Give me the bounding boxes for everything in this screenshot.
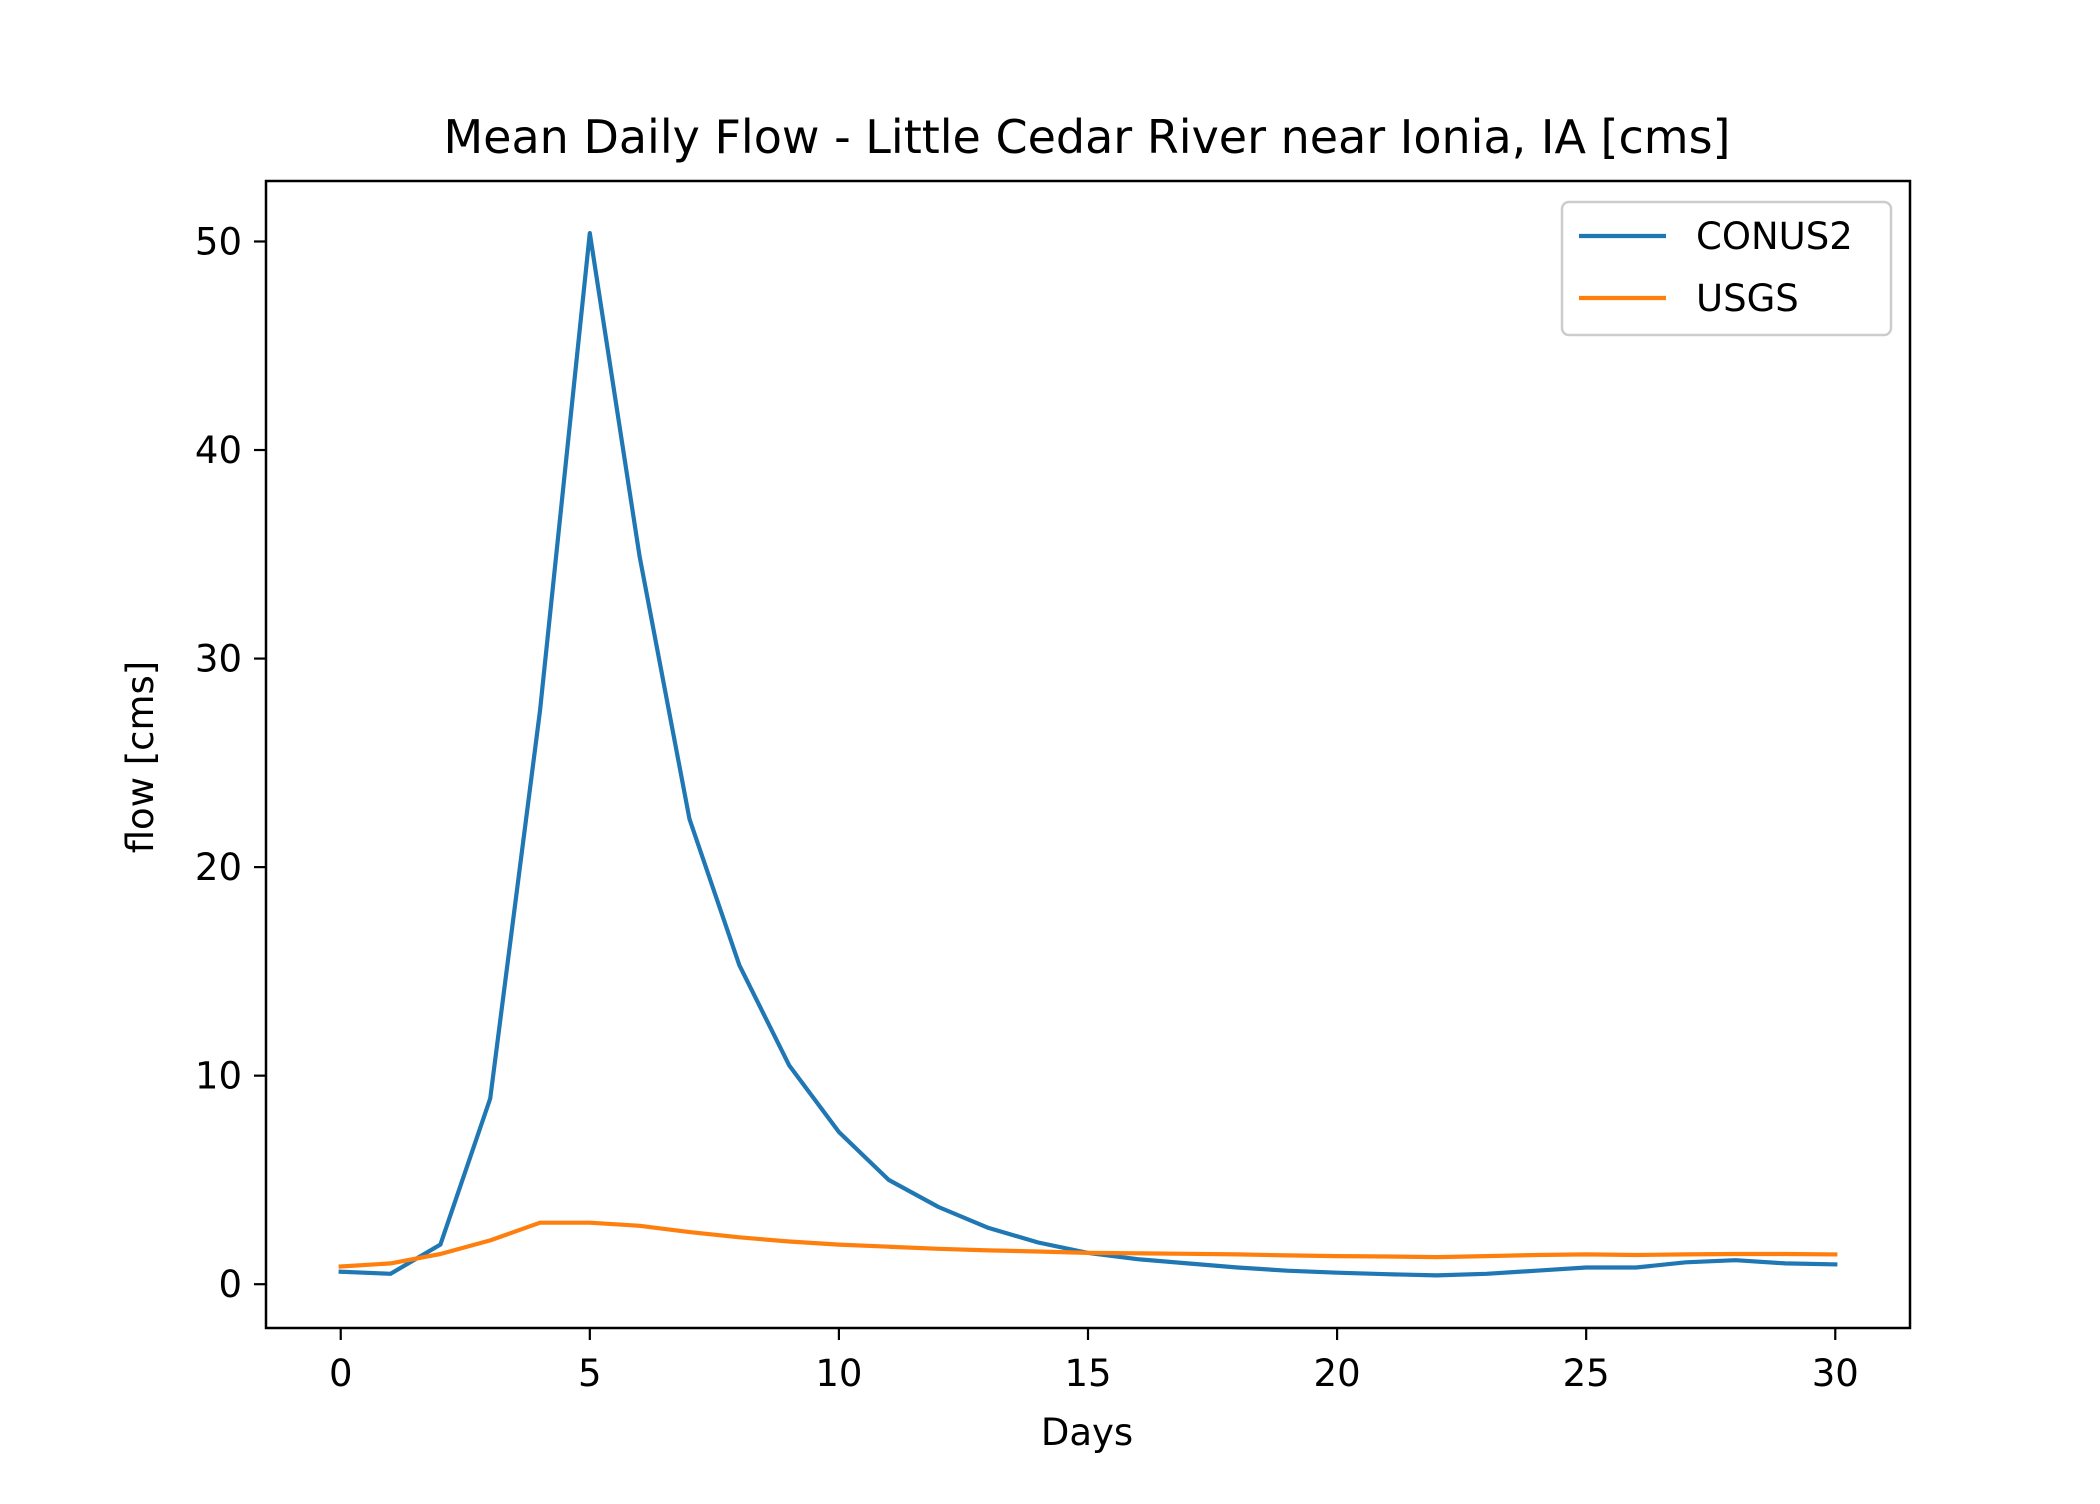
y-axis: 0 10 20 30 40 50 (195, 220, 266, 1306)
chart-title: Mean Daily Flow - Little Cedar River nea… (443, 110, 1730, 164)
x-tick-label: 5 (578, 1352, 602, 1395)
x-tick-label: 0 (329, 1352, 353, 1395)
legend-label-usgs: USGS (1696, 277, 1799, 320)
series-line-usgs (338, 1220, 1838, 1269)
x-tick-label: 20 (1314, 1352, 1361, 1395)
y-tick-label: 10 (195, 1055, 242, 1098)
x-axis-label: Days (1041, 1411, 1133, 1454)
x-tick-label: 25 (1563, 1352, 1610, 1395)
y-tick-label: 30 (195, 638, 242, 681)
y-tick-label: 40 (195, 429, 242, 472)
x-tick-label: 10 (815, 1352, 862, 1395)
plot-area (338, 231, 1838, 1278)
x-axis: 0 5 10 15 20 25 30 (329, 1328, 1859, 1395)
x-tick-label: 30 (1812, 1352, 1859, 1395)
y-tick-label: 50 (195, 220, 242, 263)
x-tick-label: 15 (1064, 1352, 1111, 1395)
legend: CONUS2 USGS (1560, 200, 1893, 337)
axes-frame (264, 179, 1912, 1330)
y-axis-label: flow [cms] (119, 661, 162, 854)
y-tick-label: 20 (195, 846, 242, 889)
legend-label-conus2: CONUS2 (1696, 215, 1853, 258)
y-tick-label: 0 (218, 1263, 242, 1306)
